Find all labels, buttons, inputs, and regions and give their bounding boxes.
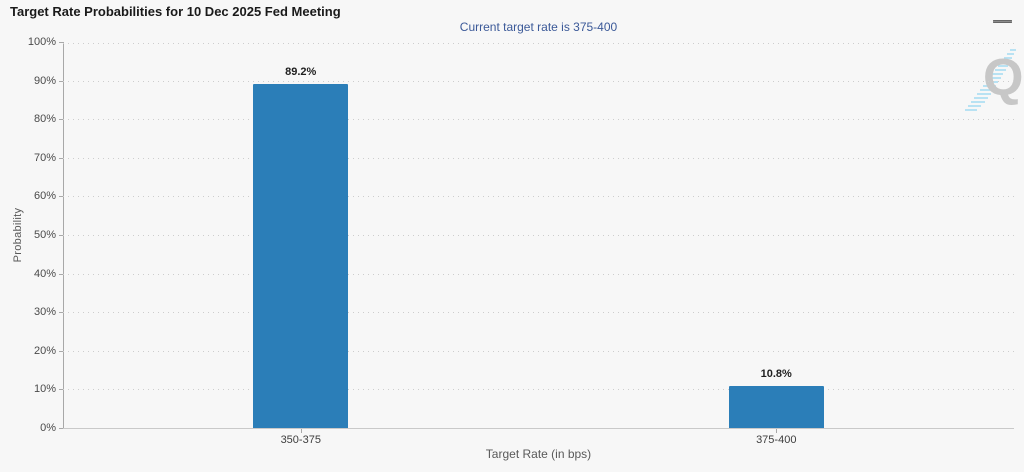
y-axis-tick — [59, 428, 63, 429]
gridline — [63, 43, 1014, 44]
y-axis-label: 60% — [33, 190, 56, 203]
y-axis-tick — [59, 80, 63, 82]
y-axis-tick — [59, 273, 63, 275]
x-axis-title: Target Rate (in bps) — [485, 447, 592, 461]
chart-title: Target Rate Probabilities for 10 Dec 202… — [10, 4, 341, 19]
chart-subtitle: Current target rate is 375-400 — [459, 20, 618, 34]
y-axis-tick — [59, 312, 63, 314]
y-axis-label: 10% — [33, 383, 56, 396]
gridline — [63, 350, 1014, 352]
x-axis-tick — [776, 429, 778, 433]
y-axis-label: 40% — [33, 267, 56, 280]
y-axis-label: 20% — [33, 344, 56, 357]
y-axis-tick — [59, 235, 63, 236]
x-axis-label: 375-400 — [756, 434, 797, 446]
gridline — [63, 273, 1014, 275]
gridline — [63, 312, 1014, 314]
x-axis-line — [63, 428, 1014, 429]
y-axis-label: 0% — [40, 422, 56, 434]
bar-value-label: 89.2% — [285, 65, 317, 78]
plot-area: 89.2% 10.8% — [63, 42, 1014, 429]
chart-context-menu-button[interactable] — [990, 5, 1014, 23]
gridline — [63, 235, 1014, 236]
gridline — [63, 80, 1014, 82]
x-axis-label: 350-375 — [280, 434, 321, 446]
y-axis-title: Probability — [12, 207, 24, 263]
y-axis-tick — [59, 157, 63, 159]
x-axis-tick — [300, 429, 302, 433]
y-axis-label: 100% — [27, 36, 56, 48]
y-axis-label: 80% — [33, 113, 56, 126]
y-axis-tick — [59, 196, 63, 198]
bar-375-400[interactable] — [728, 386, 824, 428]
y-axis-label: 90% — [33, 74, 56, 87]
bar-350-375[interactable] — [253, 83, 349, 428]
y-axis-label: 30% — [33, 306, 56, 319]
gridline — [63, 196, 1014, 198]
gridline — [63, 389, 1014, 391]
y-axis-tick — [59, 42, 63, 43]
y-axis-label: 70% — [33, 151, 56, 164]
gridline — [63, 157, 1014, 159]
gridline — [63, 119, 1014, 121]
y-axis-label: 50% — [33, 229, 56, 241]
y-axis-tick — [59, 389, 63, 391]
y-axis-tick — [59, 350, 63, 352]
y-axis-tick — [59, 119, 63, 121]
bar-value-label: 10.8% — [760, 368, 792, 381]
